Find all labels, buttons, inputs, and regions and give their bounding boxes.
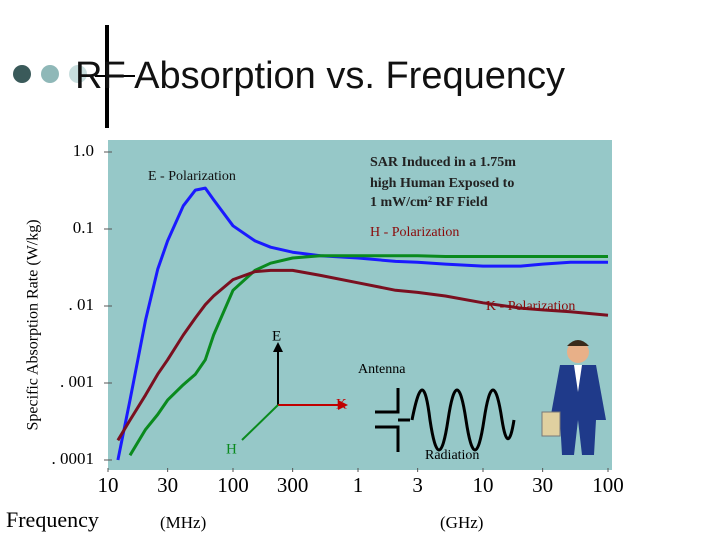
x-tick-label: 1	[353, 473, 364, 497]
radiation-wave	[410, 388, 516, 452]
y-tick-label: . 001	[60, 372, 94, 391]
decor-dot	[41, 65, 59, 83]
x-tick-label: 30	[157, 473, 178, 497]
y-tick-label: . 0001	[52, 449, 95, 468]
series-label: K - Polarization	[486, 299, 575, 314]
antenna	[375, 388, 410, 452]
series-line	[128, 254, 608, 457]
diagram-label: K	[336, 396, 347, 412]
x-tick-label: 10	[98, 473, 119, 497]
y-axis-label: Specific Absorption Rate (W/kg)	[25, 219, 42, 430]
decor-dot	[13, 65, 31, 83]
y-tick-label: 0.1	[73, 218, 94, 237]
series-label: H - Polarization	[370, 225, 459, 240]
h-arrow	[241, 404, 279, 441]
x-tick-label: 30	[532, 473, 553, 497]
arrow-head	[338, 400, 348, 410]
x-unit-label: (GHz)	[440, 513, 483, 532]
arrow-head	[273, 342, 283, 352]
annotation: 1 mW/cm² RF Field	[370, 195, 488, 210]
series-label: E - Polarization	[148, 169, 236, 184]
x-tick-label: 3	[412, 473, 423, 497]
series-line	[116, 268, 609, 442]
diagram-label: E	[272, 328, 281, 344]
x-unit-label: (MHz)	[160, 513, 206, 532]
annotation: SAR Induced in a 1.75m	[370, 155, 516, 170]
chart-title: RF Absorption vs. Frequency	[75, 55, 565, 97]
x-tick-label: 10	[473, 473, 494, 497]
x-axis-label: Frequency	[6, 507, 99, 532]
decor-dot	[69, 65, 87, 83]
person-icon	[541, 340, 606, 455]
x-tick-label: 300	[277, 473, 309, 497]
x-tick-label: 100	[217, 473, 249, 497]
annotation: high Human Exposed to	[370, 176, 514, 191]
y-tick-label: 1.0	[73, 141, 94, 160]
y-tick-label: . 01	[69, 295, 95, 314]
diagram-label: Radiation	[425, 448, 479, 463]
x-tick-label: 100	[592, 473, 624, 497]
diagram-label: H	[226, 441, 237, 457]
series-line	[116, 186, 608, 461]
diagram-label: Antenna	[358, 362, 406, 377]
